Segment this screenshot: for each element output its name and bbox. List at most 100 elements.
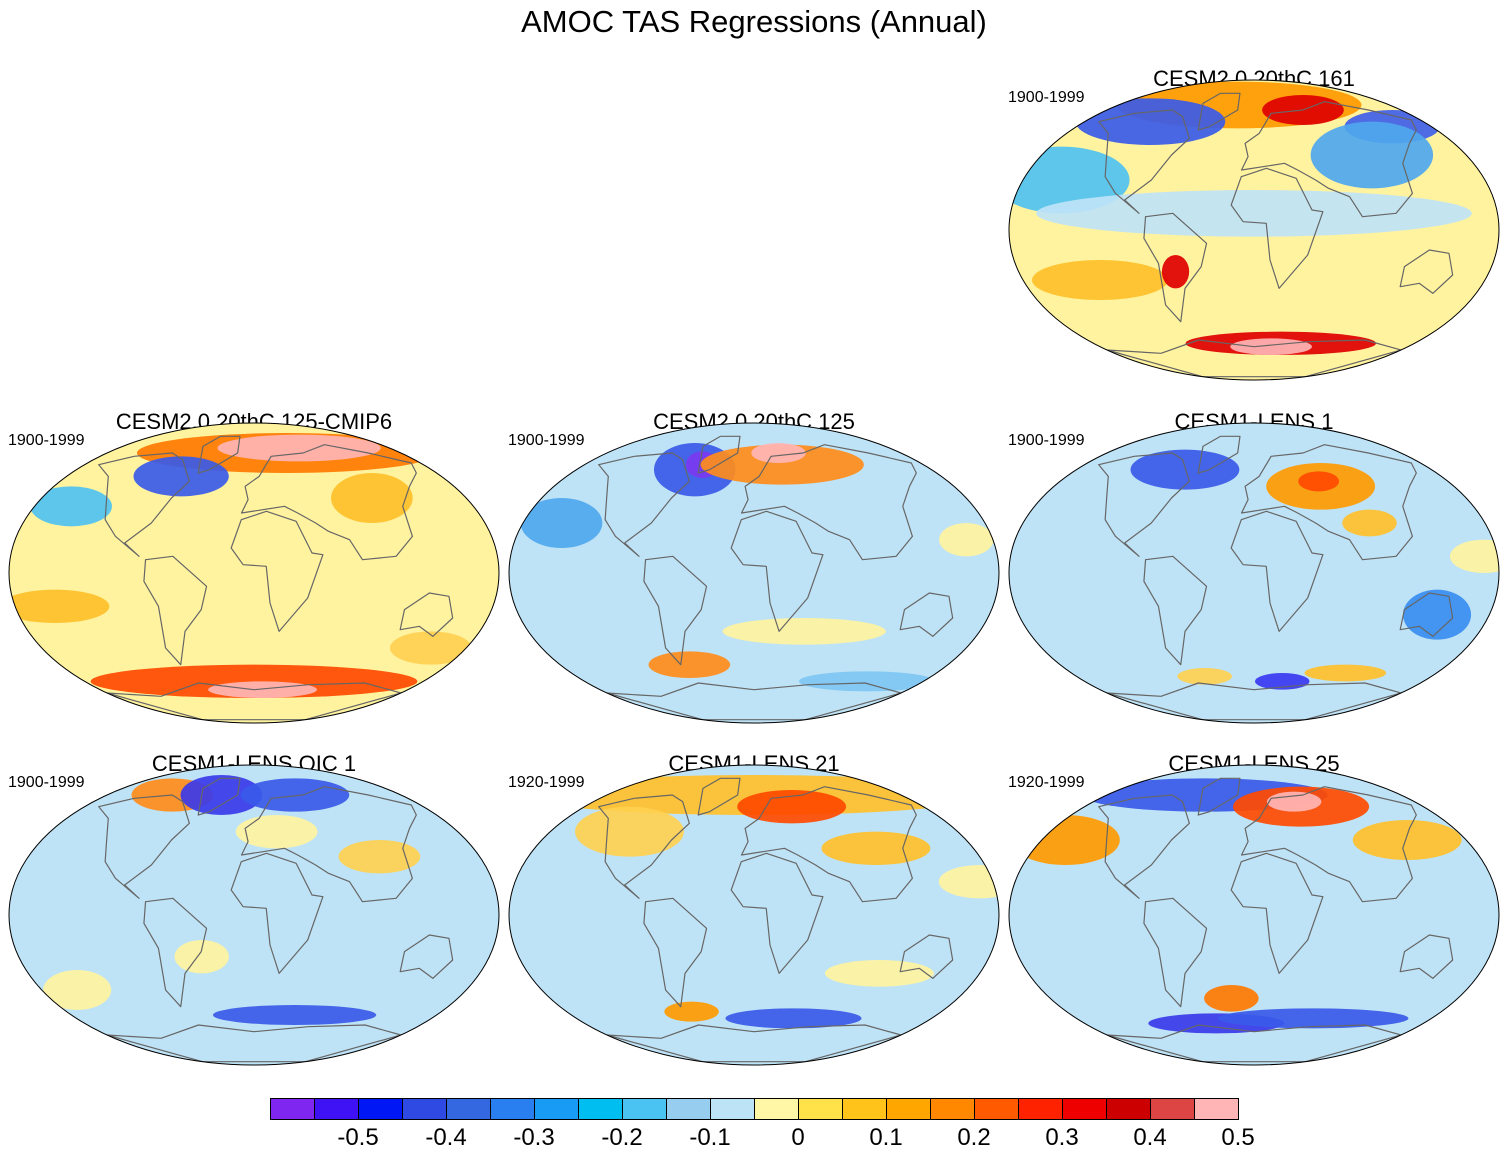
colorbar-tick-label: -0.1	[689, 1124, 731, 1151]
anomaly-region	[737, 790, 847, 824]
panel-period: 1900-1999	[1008, 89, 1085, 106]
coastline-antarctica	[1106, 682, 1402, 721]
coastline-antarctica	[106, 1024, 402, 1063]
colorbar-tick-label: 0.3	[1045, 1124, 1079, 1151]
coastline-australia	[399, 592, 454, 637]
anomaly-region	[1130, 449, 1240, 490]
colorbar-tick-label: -0.2	[601, 1124, 643, 1151]
anomaly-region	[648, 651, 731, 678]
coastline-greenland	[697, 777, 741, 816]
anomaly-region	[798, 671, 936, 692]
anomaly-region	[90, 664, 418, 698]
map-plot	[8, 422, 500, 724]
coastline-eurasia	[740, 444, 917, 561]
coastline-antarctica	[1106, 1024, 1402, 1063]
coastline-eurasia	[240, 444, 417, 561]
coastline-south-america	[643, 555, 708, 666]
colorbar-tick-label: 0.5	[1221, 1124, 1255, 1151]
anomaly-region	[1304, 664, 1387, 682]
colorbar-tick-label: 0	[791, 1124, 805, 1151]
anomaly-region	[208, 681, 317, 698]
coastline-eurasia	[1240, 444, 1417, 561]
anomaly-region	[1352, 820, 1462, 860]
colorbar-swatch	[1062, 1098, 1107, 1120]
anomaly-region	[1204, 985, 1259, 1012]
colorbar-swatch	[1106, 1098, 1151, 1120]
coastline-antarctica	[106, 682, 402, 721]
map-plot	[8, 764, 500, 1066]
anomaly-region	[1161, 255, 1190, 289]
map-background	[9, 765, 499, 1065]
colorbar-swatch	[710, 1098, 755, 1120]
anomaly-region	[1266, 791, 1322, 812]
anomaly-region	[751, 443, 806, 463]
map-plot	[508, 422, 1000, 724]
figure-title: AMOC TAS Regressions (Annual)	[521, 4, 987, 39]
anomaly-region	[1036, 190, 1472, 237]
coastline-greenland	[197, 435, 241, 474]
coastline-australia	[1399, 934, 1454, 979]
map-border	[8, 764, 500, 1066]
colorbar	[270, 1098, 1239, 1122]
colorbar-tick-label: -0.4	[425, 1124, 467, 1151]
map-panel-cesm2-161: CESM2.0 20thC 161 1900-1999	[1008, 66, 1500, 396]
colorbar-swatch	[578, 1098, 623, 1120]
map-background	[1009, 423, 1499, 723]
map-panel-cesm2-125-cmip6: CESM2.0 20thC 125-CMIP6 1900-1999	[8, 409, 500, 739]
coastline-north-america	[1098, 452, 1190, 557]
colorbar-swatch	[930, 1098, 975, 1120]
map-plot	[1008, 79, 1500, 381]
anomaly-region	[43, 970, 112, 1010]
anomaly-region	[1310, 121, 1434, 189]
colorbar-swatch	[270, 1098, 315, 1120]
map-border	[1008, 422, 1500, 724]
panel-period: 1900-1999	[8, 432, 85, 449]
anomaly-region	[331, 473, 413, 523]
coastline-south-america	[643, 897, 708, 1008]
map-border	[1008, 79, 1500, 381]
coastline-africa	[1230, 510, 1324, 632]
map-border	[508, 422, 1000, 724]
coastline-eurasia	[740, 786, 917, 903]
coastline-australia	[1399, 592, 1454, 637]
coastline-africa	[730, 852, 824, 974]
coastline-greenland	[1197, 92, 1241, 131]
anomaly-region	[133, 456, 229, 497]
anomaly-region	[938, 865, 999, 899]
colorbar-swatch	[666, 1098, 711, 1120]
map-border	[1008, 764, 1500, 1066]
anomaly-region	[1230, 338, 1312, 355]
colorbar-tick-label: 0.4	[1133, 1124, 1167, 1151]
colorbar-tick-label: -0.3	[513, 1124, 555, 1151]
coastline-antarctica	[606, 682, 902, 721]
coastline-antarctica	[606, 1024, 902, 1063]
colorbar-swatch	[314, 1098, 359, 1120]
coastline-africa	[230, 510, 324, 632]
colorbar-swatch	[754, 1098, 799, 1120]
coastline-south-america	[1143, 555, 1208, 666]
map-background	[509, 423, 999, 723]
coastline-eurasia	[240, 786, 417, 903]
coastline-australia	[399, 934, 454, 979]
coastline-africa	[1230, 852, 1324, 974]
colorbar-tick-label: 0.2	[957, 1124, 991, 1151]
map-panel-cesm1-lens-oic-1: CESM1-LENS OIC 1 1900-1999	[8, 751, 500, 1081]
coastline-north-america	[1098, 794, 1190, 899]
anomaly-region	[1449, 539, 1499, 573]
colorbar-swatch	[974, 1098, 1019, 1120]
anomaly-region	[212, 1005, 377, 1025]
colorbar-tick-label: 0.1	[869, 1124, 903, 1151]
coastline-eurasia	[1240, 101, 1417, 218]
anomaly-region	[575, 806, 684, 857]
coastline-greenland	[1197, 777, 1241, 816]
anomaly-region	[520, 498, 603, 548]
coastline-antarctica	[1106, 339, 1402, 378]
coastline-north-america	[1098, 109, 1190, 214]
coastline-south-america	[143, 555, 208, 666]
anomaly-region	[821, 831, 931, 865]
coastline-north-america	[98, 794, 190, 899]
anomaly-region	[824, 960, 934, 987]
colorbar-swatch	[446, 1098, 491, 1120]
colorbar-swatch	[622, 1098, 667, 1120]
anomaly-region	[722, 618, 886, 645]
